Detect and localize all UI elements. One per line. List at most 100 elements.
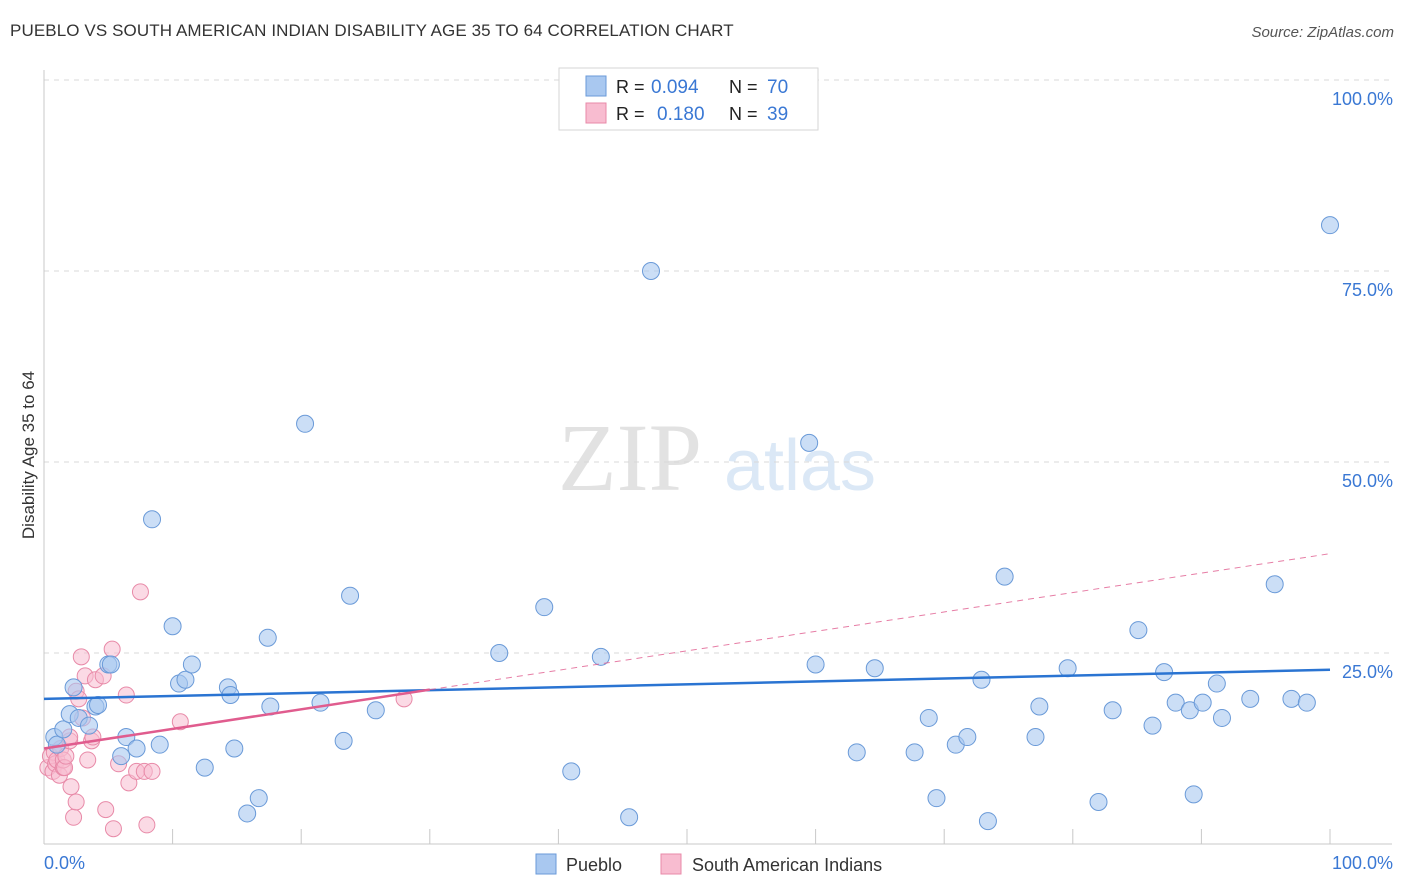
point-pueblo-58: [1155, 663, 1174, 682]
point-pueblo-53: [1058, 659, 1077, 678]
point-pueblo-25: [249, 789, 268, 808]
point-pueblo-15: [150, 735, 169, 754]
point-south-american-indians-27: [97, 801, 115, 819]
legend-swatch-pueblo: [585, 75, 607, 97]
point-pueblo-4: [64, 678, 83, 697]
bottom-legend-swatch-sai: [660, 853, 682, 875]
point-pueblo-66: [1265, 575, 1284, 594]
point-pueblo-45: [927, 789, 946, 808]
point-pueblo-20: [195, 758, 214, 777]
point-south-american-indians-16: [67, 793, 85, 811]
point-pueblo-52: [1030, 697, 1049, 716]
y-axis-label: Disability Age 35 to 64: [19, 371, 38, 539]
point-south-american-indians-19: [72, 648, 90, 666]
point-south-american-indians-29: [104, 820, 122, 838]
legend-r-value-pueblo: 0.094: [651, 77, 699, 98]
y-tick-label-1: 50.0%: [1342, 471, 1393, 491]
point-pueblo-64: [1212, 708, 1231, 727]
point-pueblo-63: [1207, 674, 1226, 693]
point-pueblo-43: [905, 743, 924, 762]
point-pueblo-62: [1193, 693, 1212, 712]
point-pueblo-39: [800, 433, 819, 452]
x-tick-label-1: 100.0%: [1332, 853, 1393, 873]
bottom-legend-label-pueblo: Pueblo: [566, 855, 622, 875]
legend-r-value-sai: 0.180: [657, 104, 705, 125]
point-pueblo-23: [225, 739, 244, 758]
point-pueblo-35: [562, 762, 581, 781]
point-pueblo-49: [978, 812, 997, 831]
legend-r-label-pueblo: R =: [616, 77, 645, 97]
point-pueblo-32: [366, 701, 385, 720]
legend-swatch-sai: [585, 102, 607, 124]
point-pueblo-38: [641, 262, 660, 280]
tick-labels: 25.0% 50.0% 75.0% 100.0% 0.0% 100.0%: [44, 89, 1393, 873]
point-south-american-indians-36: [138, 816, 156, 834]
point-pueblo-31: [341, 586, 360, 605]
point-pueblo-69: [1321, 216, 1339, 235]
trend-line-south-american-indians: [43, 688, 430, 750]
point-pueblo-51: [1026, 728, 1045, 747]
bottom-legend-label-sai: South American Indians: [692, 855, 882, 875]
watermark-zip: ZIP: [558, 404, 702, 511]
point-pueblo-59: [1166, 693, 1185, 712]
legend-n-value-sai: 39: [767, 104, 788, 125]
point-pueblo-67: [1282, 689, 1301, 708]
point-pueblo-6: [80, 716, 99, 735]
point-pueblo-61: [1184, 785, 1203, 804]
source-label: Source: ZipAtlas.com: [1251, 24, 1394, 41]
point-pueblo-36: [591, 647, 610, 666]
trend-line-south-american-indians-extrapolated: [429, 553, 1331, 691]
legend-n-label-pueblo: N =: [729, 77, 758, 97]
y-tick-label-2: 75.0%: [1342, 280, 1393, 300]
point-pueblo-13: [127, 739, 146, 758]
watermark-atlas: atlas: [724, 426, 876, 506]
point-pueblo-48: [972, 670, 991, 689]
point-south-american-indians-37: [143, 762, 161, 780]
point-pueblo-56: [1129, 621, 1148, 640]
point-pueblo-41: [847, 743, 866, 762]
point-south-american-indians-38: [171, 713, 189, 731]
x-tick-label-0: 0.0%: [44, 853, 85, 873]
point-pueblo-30: [334, 731, 353, 750]
point-pueblo-37: [620, 808, 639, 827]
legend-n-value-pueblo: 70: [767, 77, 788, 98]
gridlines: [44, 79, 1392, 654]
point-pueblo-34: [535, 598, 554, 617]
legend-r-label-sai: R =: [616, 104, 645, 124]
point-pueblo-33: [490, 644, 509, 662]
point-south-american-indians-15: [65, 808, 83, 826]
point-pueblo-18: [176, 670, 195, 689]
legend-n-label-sai: N =: [729, 104, 758, 124]
bottom-legend-swatch-pueblo: [535, 853, 557, 875]
point-south-american-indians-22: [79, 751, 97, 769]
point-pueblo-50: [995, 567, 1014, 586]
point-pueblo-68: [1297, 693, 1316, 712]
chart-title: PUEBLO VS SOUTH AMERICAN INDIAN DISABILI…: [10, 21, 734, 40]
series-pueblo: [45, 216, 1339, 831]
point-pueblo-65: [1241, 689, 1260, 708]
point-pueblo-54: [1089, 792, 1108, 811]
y-tick-label-3: 100.0%: [1332, 89, 1393, 109]
point-pueblo-16: [163, 617, 182, 636]
y-tick-label-0: 25.0%: [1342, 662, 1393, 682]
point-pueblo-14: [143, 510, 162, 529]
correlation-legend: R = 0.094 N = 70 R = 0.180 N = 39: [558, 67, 819, 131]
point-pueblo-42: [865, 659, 884, 678]
point-pueblo-19: [182, 655, 201, 674]
point-pueblo-44: [919, 708, 938, 727]
point-pueblo-47: [958, 728, 977, 747]
point-pueblo-2: [54, 720, 73, 739]
series-legend: Pueblo South American Indians: [535, 853, 882, 875]
point-pueblo-10: [101, 655, 120, 674]
point-pueblo-28: [296, 414, 315, 433]
point-pueblo-40: [806, 655, 825, 674]
trend-line-pueblo: [43, 668, 1331, 701]
point-pueblo-55: [1103, 701, 1122, 720]
point-south-american-indians-31: [117, 686, 135, 704]
point-pueblo-24: [238, 804, 257, 823]
point-south-american-indians-28: [103, 640, 121, 658]
point-pueblo-29: [311, 693, 330, 712]
series-south-american-indians: [39, 583, 413, 838]
point-pueblo-11: [112, 747, 131, 766]
